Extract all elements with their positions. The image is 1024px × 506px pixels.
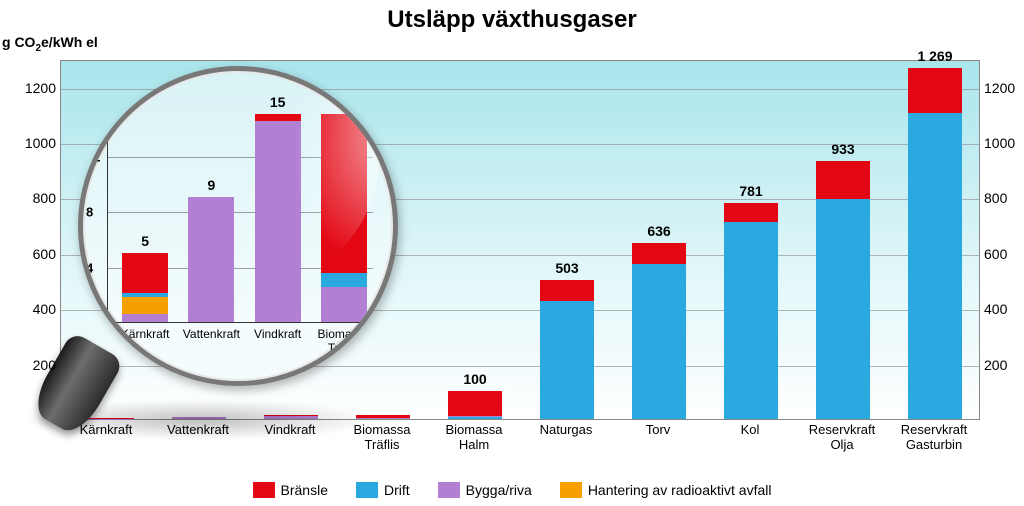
bar-segment-drift — [908, 113, 962, 419]
bar-segment-bygga — [321, 287, 367, 322]
bar-segment-bygga — [255, 121, 301, 322]
bar: 1 269 — [908, 68, 962, 419]
x-axis-label: Biomassa Träflis — [312, 328, 376, 356]
x-axis-label: Kärnkraft — [113, 328, 177, 342]
legend-label: Drift — [384, 482, 410, 498]
bar: 100 — [448, 391, 502, 419]
x-axis-label: Biomassa Träflis — [342, 422, 422, 452]
x-axis-label: Biomassa Halm — [434, 422, 514, 452]
bar: 5 — [122, 253, 168, 322]
bar-value-label: 781 — [724, 183, 778, 199]
legend-item: Hantering av radioaktivt avfall — [560, 482, 772, 498]
bar-segment-drift — [724, 222, 778, 419]
y-axis-label: g CO2e/kWh el — [2, 34, 98, 54]
legend-item: Bygga/riva — [438, 482, 532, 498]
y-tick-left: 200 — [20, 357, 56, 373]
bar-segment-bransle — [724, 203, 778, 223]
legend-swatch-icon — [560, 482, 582, 498]
legend-label: Bränsle — [281, 482, 328, 498]
y-tick-left: 400 — [20, 301, 56, 317]
legend-swatch-icon — [356, 482, 378, 498]
bar-value-label: 503 — [540, 260, 594, 276]
legend: Bränsle Drift Bygga/riva Hantering av radio… — [0, 482, 1024, 498]
legend-item: Drift — [356, 482, 410, 498]
y-tick-right: 200 — [984, 357, 1020, 373]
y-tick: 8 — [86, 205, 93, 220]
y-tick-right: 600 — [984, 246, 1020, 262]
bar: 9 — [188, 197, 234, 322]
x-axis-label: Reservkraft Gasturbin — [894, 422, 974, 452]
bar: 781 — [724, 203, 778, 419]
bar-value-label: 15 — [321, 94, 367, 110]
bar-value-label: 5 — [122, 233, 168, 249]
bar-segment-bransle — [816, 161, 870, 199]
y-tick-left: 600 — [20, 246, 56, 262]
y-tick: 12 — [86, 149, 100, 164]
bar-segment-drift — [122, 293, 168, 297]
y-tick-left: 800 — [20, 190, 56, 206]
bar-segment-drift — [448, 417, 502, 419]
legend-item: Bränsle — [253, 482, 328, 498]
bar: 933 — [816, 161, 870, 419]
legend-swatch-icon — [253, 482, 275, 498]
bar-value-label: 15 — [255, 94, 301, 110]
bar-value-label: 1 269 — [908, 48, 962, 64]
bar-segment-drift — [321, 273, 367, 287]
y-tick-right: 1000 — [984, 135, 1020, 151]
bar-segment-bransle — [255, 114, 301, 121]
bar: 636 — [632, 243, 686, 419]
magnifier-chart: 48125Kärnkraft9Vattenkraft15Vindkraft15B… — [107, 101, 373, 323]
bar: 503 — [540, 280, 594, 419]
legend-label: Hantering av radioaktivt avfall — [588, 482, 772, 498]
bar-value-label: 9 — [188, 177, 234, 193]
bar-segment-bransle — [122, 253, 168, 293]
bar-segment-bransle — [908, 68, 962, 113]
x-axis-label: Vindkraft — [250, 422, 330, 437]
bar-segment-drift — [632, 264, 686, 419]
bar: 15 — [321, 114, 367, 322]
bar-segment-bransle — [540, 280, 594, 302]
x-axis-label: Vattenkraft — [179, 328, 243, 342]
y-tick-right: 800 — [984, 190, 1020, 206]
y-tick-left: 1000 — [20, 135, 56, 151]
chart-title: Utsläpp växthusgaser — [0, 0, 1024, 34]
legend-swatch-icon — [438, 482, 460, 498]
x-axis-label: Reservkraft Olja — [802, 422, 882, 452]
x-axis-label: Kol — [710, 422, 790, 437]
magnifier-lens: 4 8 12 5 Kärnkraft 9 Vattenkraft 15 Vindkraft 15 B… — [78, 66, 398, 386]
bar-value-label: 636 — [632, 223, 686, 239]
y-tick: 4 — [86, 260, 93, 275]
bar: 15 — [255, 114, 301, 322]
bar-segment-bygga — [188, 197, 234, 322]
y-tick-right: 1200 — [984, 80, 1020, 96]
bar-segment-bygga — [122, 314, 168, 322]
x-axis-label: Torv — [618, 422, 698, 437]
bar-segment-bransle — [448, 391, 502, 416]
bar-value-label: 100 — [448, 371, 502, 387]
bar-segment-bransle — [321, 114, 367, 274]
bar-segment-drift — [816, 199, 870, 419]
bar-segment-drift — [540, 301, 594, 419]
x-axis-label: Vindkraft — [246, 328, 310, 342]
bar-value-label: 933 — [816, 141, 870, 157]
bar-segment-avfall — [122, 297, 168, 314]
x-axis-label: Vattenkraft — [158, 422, 238, 437]
bar-segment-bygga — [448, 416, 502, 417]
x-axis-label: Kärnkraft — [66, 422, 146, 437]
bar-segment-bransle — [632, 243, 686, 264]
y-tick-right: 400 — [984, 301, 1020, 317]
legend-label: Bygga/riva — [466, 482, 532, 498]
y-tick-left: 1200 — [20, 80, 56, 96]
x-axis-label: Naturgas — [526, 422, 606, 437]
